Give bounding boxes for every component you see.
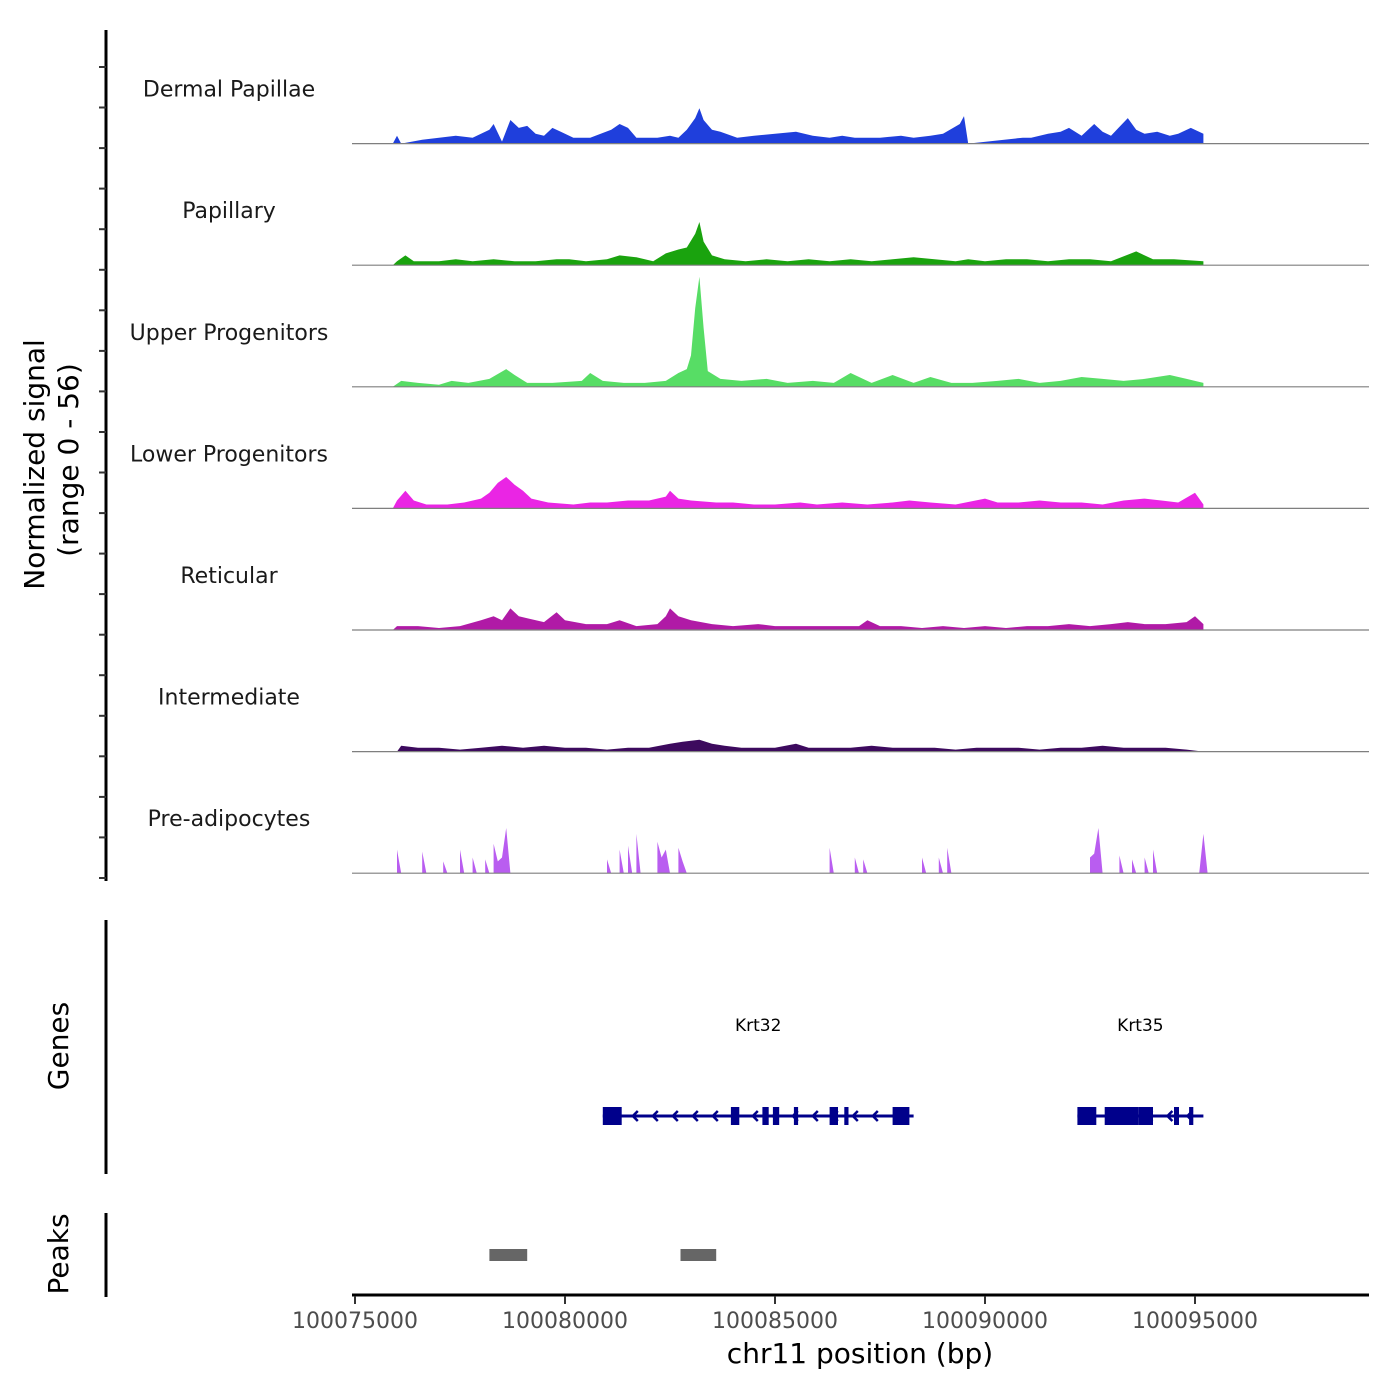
track-label-upper-progenitors: Upper Progenitors [130,321,329,346]
track-dermal-papillae: Dermal Papillae [143,78,1369,145]
coverage-y-ticks [99,66,106,879]
y-axis-title-line-2: (range 0 - 56) [52,363,85,557]
strand-arrow [851,1110,859,1122]
signal-area-lower-progenitors [392,477,1204,509]
exon [1174,1107,1179,1125]
exon [793,1107,799,1125]
exon [1189,1107,1194,1125]
strand-arrow [871,1110,879,1122]
track-label-reticular: Reticular [180,564,278,589]
track-label-lower-progenitors: Lower Progenitors [130,442,328,467]
exon [844,1107,849,1125]
x-axis-title: chr11 position (bp) [727,1337,993,1370]
track-papillary: Papillary [182,199,1369,266]
x-axis-ticks: 100075000 100080000 100085000 100090000 1000… [292,1296,1258,1334]
strand-arrow [691,1110,699,1122]
track-lower-progenitors: Lower Progenitors [130,442,1369,509]
strand-arrow [651,1110,659,1122]
gene-label-krt35: Krt35 [1117,1016,1163,1036]
peak-bar [680,1249,717,1261]
gene-label-krt32: Krt32 [735,1016,781,1036]
y-axis-title: Normalized signal (range 0 - 56) [18,330,85,589]
peak-bar [489,1249,528,1261]
peak-regions [489,1249,717,1261]
strand-arrow [1165,1110,1174,1122]
exon [1077,1107,1097,1125]
exon [829,1107,838,1125]
coverage-tracks: Dermal Papillae Papillary Upper Progenitor… [130,78,1369,874]
genes-panel-title: Genes [42,1002,75,1090]
signal-area-reticular [392,608,1204,630]
signal-area-papillary [392,222,1204,266]
signal-area-pre-adipocytes [397,828,1208,874]
x-tick-label: 100095000 [1132,1309,1258,1334]
track-pre-adipocytes: Pre-adipocytes [148,807,1369,874]
strand-arrow [631,1110,639,1122]
track-intermediate: Intermediate [158,686,1369,753]
x-tick-label: 100085000 [712,1309,838,1334]
exon [1138,1107,1153,1125]
x-tick-label: 100075000 [292,1309,418,1334]
strand-arrow [711,1110,719,1122]
exon [730,1107,740,1125]
track-label-pre-adipocytes: Pre-adipocytes [148,807,311,832]
signal-area-dermal-papillae [392,108,1204,144]
gene-krt35: Krt35 [1077,1016,1204,1125]
strand-arrow [671,1110,679,1122]
y-axis-title-line-1: Normalized signal [18,339,51,590]
exon [602,1107,622,1125]
x-tick-label: 100080000 [502,1309,628,1334]
signal-area-upper-progenitors [392,276,1204,387]
exon [1104,1107,1139,1125]
track-upper-progenitors: Upper Progenitors [130,276,1369,388]
gene-annotations: Krt32 Krt35 [602,1016,1204,1125]
x-tick-label: 100090000 [922,1309,1048,1334]
track-reticular: Reticular [180,564,1369,631]
gene-krt32: Krt32 [602,1016,914,1125]
strand-arrow [811,1110,819,1122]
signal-area-intermediate [397,739,1204,752]
strand-arrow [751,1110,759,1122]
exon [892,1107,910,1125]
exon [772,1107,780,1125]
track-label-papillary: Papillary [182,199,276,224]
peaks-panel-title: Peaks [42,1213,75,1294]
track-label-intermediate: Intermediate [158,686,300,711]
exon [762,1107,769,1125]
track-label-dermal-papillae: Dermal Papillae [143,78,315,103]
